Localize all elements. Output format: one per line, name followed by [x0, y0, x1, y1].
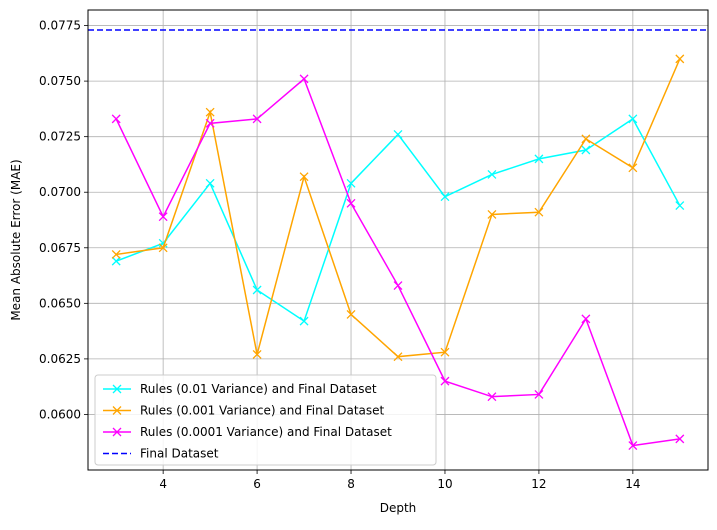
data-point: [581, 145, 591, 155]
data-point: [487, 209, 497, 219]
y-tick-label: 0.0775: [39, 19, 81, 33]
legend-label: Rules (0.0001 Variance) and Final Datase…: [140, 425, 392, 439]
data-point: [440, 347, 450, 357]
data-point: [299, 172, 309, 182]
y-tick-label: 0.0675: [39, 241, 81, 255]
grid: [88, 10, 708, 470]
y-tick-label: 0.0650: [39, 296, 81, 310]
legend-label: Rules (0.01 Variance) and Final Dataset: [140, 382, 377, 396]
data-point: [205, 118, 215, 128]
data-point: [299, 316, 309, 326]
x-axis-ticks: 4 6 8 10 12 14: [159, 470, 640, 491]
legend-marker: [112, 406, 122, 415]
series-rules-0-001-variance: [111, 54, 685, 362]
data-point: [393, 352, 403, 362]
data-point: [628, 114, 638, 124]
x-tick-label: 14: [625, 477, 640, 491]
data-point: [111, 114, 121, 124]
y-tick-label: 0.0600: [39, 407, 81, 421]
data-point: [581, 134, 591, 144]
legend-item: Rules (0.001 Variance) and Final Dataset: [103, 404, 385, 418]
legend-item: Final Dataset: [103, 447, 219, 461]
data-point: [252, 285, 262, 295]
data-point: [581, 314, 591, 324]
legend-box: [94, 374, 437, 466]
data-point: [252, 114, 262, 124]
data-point: [111, 256, 121, 266]
x-tick-label: 12: [531, 477, 546, 491]
data-point: [534, 154, 544, 164]
data-point: [440, 192, 450, 202]
data-point: [534, 207, 544, 217]
y-tick-label: 0.0750: [39, 74, 81, 88]
series-rules-0-0001-variance: [111, 74, 685, 451]
legend-label: Rules (0.001 Variance) and Final Dataset: [140, 404, 385, 418]
y-tick-label: 0.0625: [39, 352, 81, 366]
data-point: [628, 441, 638, 451]
x-tick-label: 4: [159, 477, 167, 491]
data-point: [252, 349, 262, 359]
legend-label: Final Dataset: [140, 447, 219, 461]
data-point: [440, 376, 450, 386]
y-tick-label: 0.0725: [39, 130, 81, 144]
series-line-rules-0-01-variance: [115, 117, 681, 323]
x-tick-label: 6: [253, 477, 261, 491]
y-tick-label: 0.0700: [39, 185, 81, 199]
data-point: [487, 392, 497, 402]
data-point: [299, 74, 309, 84]
legend-item: Rules (0.0001 Variance) and Final Datase…: [103, 425, 392, 439]
series-line-rules-0-001-variance: [116, 58, 681, 358]
data-point: [111, 249, 121, 259]
plot-frame: [87, 9, 709, 471]
data-point: [628, 163, 638, 173]
data-point: [393, 281, 403, 291]
data-point: [534, 389, 544, 399]
data-point: [675, 201, 685, 211]
data-point: [675, 54, 685, 64]
legend-marker: [112, 427, 122, 437]
data-point: [346, 178, 356, 188]
legend: Rules (0.01 Variance) and Final Dataset R…: [94, 374, 437, 466]
data-point: [158, 212, 168, 222]
y-axis-ticks: 0.0600 0.0625 0.0650 0.0675 0.0700 0.0725 0.07…: [39, 19, 88, 421]
legend-marker: [112, 384, 122, 394]
y-axis-label: Mean Absolute Error (MAE): [9, 159, 23, 320]
series-layer: [111, 54, 685, 451]
data-point: [346, 198, 356, 208]
data-point: [675, 434, 685, 444]
x-tick-label: 8: [347, 477, 355, 491]
x-axis-label: Depth: [380, 501, 417, 515]
legend-item: Rules (0.01 Variance) and Final Dataset: [103, 382, 377, 396]
data-point: [158, 243, 168, 253]
data-point: [393, 129, 403, 139]
data-point: [205, 178, 215, 188]
data-point: [487, 169, 497, 179]
data-point: [346, 309, 356, 319]
series-rules-0-01-variance: [111, 114, 685, 326]
x-tick-label: 10: [437, 477, 452, 491]
data-point: [205, 107, 215, 117]
